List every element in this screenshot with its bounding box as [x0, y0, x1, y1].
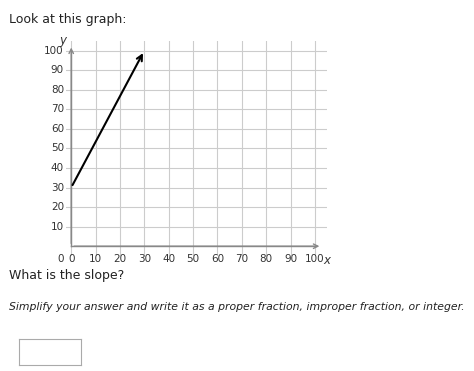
Text: 20: 20: [113, 254, 127, 264]
Text: 100: 100: [305, 254, 325, 264]
Text: 20: 20: [51, 202, 64, 212]
Text: 90: 90: [51, 65, 64, 75]
Text: Look at this graph:: Look at this graph:: [9, 13, 127, 26]
Text: 40: 40: [162, 254, 175, 264]
Text: 70: 70: [51, 104, 64, 114]
Text: 0: 0: [68, 254, 74, 264]
Text: Simplify your answer and write it as a proper fraction, improper fraction, or in: Simplify your answer and write it as a p…: [9, 302, 465, 312]
Text: 60: 60: [211, 254, 224, 264]
Text: 40: 40: [51, 163, 64, 173]
Text: 50: 50: [51, 144, 64, 153]
Text: 70: 70: [235, 254, 248, 264]
Text: 30: 30: [138, 254, 151, 264]
Text: 30: 30: [51, 183, 64, 193]
Text: 10: 10: [89, 254, 102, 264]
Text: 80: 80: [260, 254, 273, 264]
Text: 10: 10: [51, 221, 64, 232]
Text: y: y: [59, 34, 66, 47]
Text: 60: 60: [51, 124, 64, 134]
Text: 100: 100: [44, 46, 64, 56]
Text: 90: 90: [284, 254, 297, 264]
Text: 0: 0: [57, 254, 64, 264]
Text: 80: 80: [51, 85, 64, 95]
Text: 50: 50: [186, 254, 200, 264]
Text: x: x: [324, 254, 330, 267]
Text: What is the slope?: What is the slope?: [9, 269, 125, 282]
